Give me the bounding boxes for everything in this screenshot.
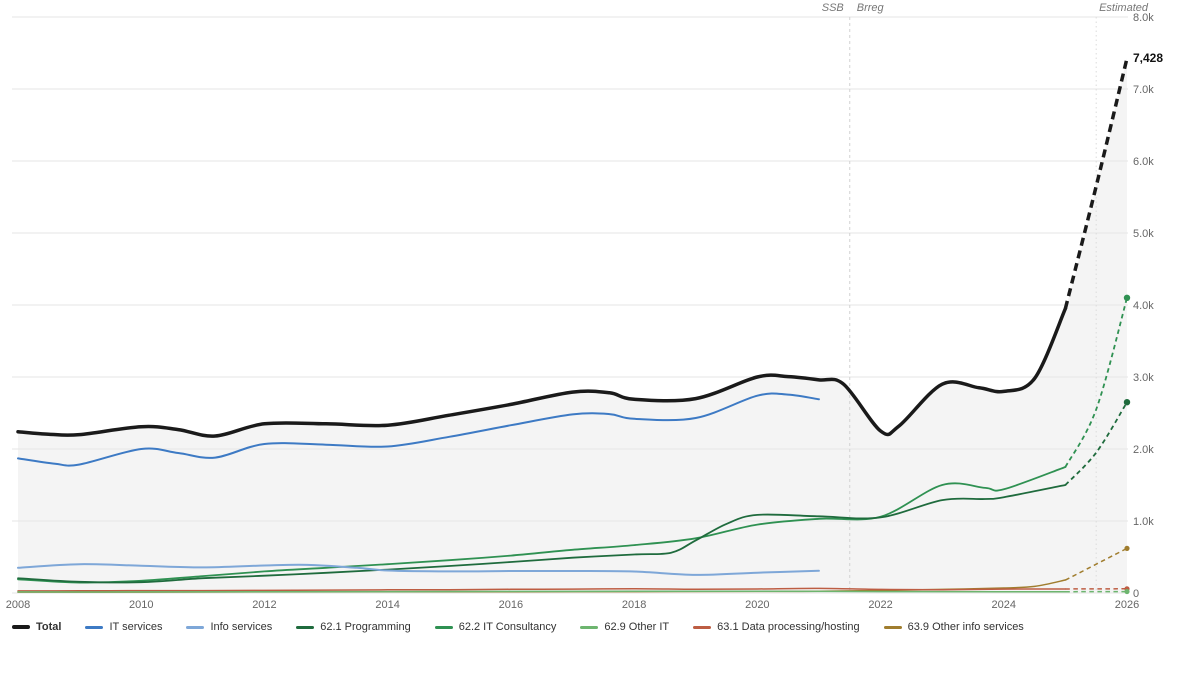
legend-swatch-63-1-data-processing-hosting — [693, 625, 712, 629]
legend-swatch-62-1-programming — [296, 625, 315, 629]
series-end-dot-62-2-it-consultancy — [1123, 294, 1131, 301]
y-tick-label: 3.0k — [1133, 372, 1154, 384]
x-tick-label: 2010 — [129, 599, 153, 611]
total-end-value-label: 7,428 — [1133, 51, 1164, 66]
line-chart-svg: 0 1.0k 2.0k 3.0k 4.0k 5.0k 6.0k 7.0k 8.0k 2008 201… — [6, 12, 1155, 611]
series-line-info-services — [17, 563, 820, 576]
series-line-62-9-other-it — [17, 590, 1067, 593]
source-label-ssb: SSB — [821, 2, 844, 14]
series-end-dot-62-1-programming — [1123, 399, 1131, 406]
y-tick-label: 7.0k — [1133, 84, 1154, 96]
legend-swatch-63-9-other-info-services — [883, 625, 902, 629]
y-tick-label: 6.0k — [1133, 156, 1154, 168]
x-tick-label: 2020 — [745, 599, 769, 611]
series-line-it-services — [17, 392, 820, 467]
legend-item-62-2-it-consultancy[interactable]: 62.2 IT Consultancy — [434, 621, 557, 633]
y-tick-label: 0 — [1133, 588, 1139, 600]
y-tick-label: 2.0k — [1133, 444, 1154, 456]
series-dashed-62-2-it-consultancy — [1064, 297, 1128, 468]
series-line-62-2-it-consultancy — [17, 466, 1067, 584]
legend-item-62-9-other-it[interactable]: 62.9 Other IT — [580, 621, 669, 633]
x-tick-label: 2022 — [868, 599, 892, 611]
legend-label-62-2-it-consultancy: 62.2 IT Consultancy — [458, 621, 557, 633]
legend-label-total: Total — [36, 621, 62, 633]
series-line-62-1-programming — [17, 484, 1067, 584]
legend-swatch-total — [12, 625, 30, 629]
source-label-brreg: Brreg — [856, 2, 884, 14]
series-line-63-1-data-processing-hosting — [17, 587, 1067, 592]
legend-item-63-9-other-info-services[interactable]: 63.9 Other info services — [883, 621, 1024, 633]
legend-item-it-services[interactable]: IT services — [85, 621, 162, 633]
legend-label-63-9-other-info-services: 63.9 Other info services — [907, 621, 1024, 633]
estimated-label: Estimated — [1099, 2, 1148, 14]
x-tick-label: 2018 — [622, 599, 646, 611]
legend: Total IT services Info services 62.1 Progra… — [12, 621, 1024, 633]
legend-swatch-it-services — [85, 625, 104, 629]
y-tick-label: 8.0k — [1133, 12, 1154, 24]
x-tick-label: 2026 — [1115, 599, 1139, 611]
legend-item-total[interactable]: Total — [12, 621, 61, 633]
x-tick-label: 2012 — [252, 599, 276, 611]
legend-item-62-1-programming[interactable]: 62.1 Programming — [296, 621, 411, 633]
legend-swatch-info-services — [186, 625, 205, 629]
x-tick-label: 2008 — [6, 599, 30, 611]
series-line-total — [16, 306, 1068, 438]
legend-label-63-1-data-processing-hosting: 63.1 Data processing/hosting — [717, 621, 860, 633]
y-tick-label: 4.0k — [1133, 300, 1154, 312]
legend-label-it-services: IT services — [109, 621, 163, 633]
legend-item-info-services[interactable]: Info services — [186, 621, 272, 633]
series-dashed-62-1-programming — [1064, 401, 1128, 486]
legend-item-63-1-data-processing-hosting[interactable]: 63.1 Data processing/hosting — [693, 621, 860, 633]
x-tick-label: 2014 — [375, 599, 399, 611]
legend-swatch-62-9-other-it — [580, 625, 599, 629]
legend-label-62-9-other-it: 62.9 Other IT — [604, 621, 670, 633]
legend-swatch-62-2-it-consultancy — [434, 625, 453, 629]
legend-label-62-1-programming: 62.1 Programming — [320, 621, 411, 633]
y-tick-label: 1.0k — [1133, 516, 1154, 528]
x-tick-label: 2016 — [499, 599, 523, 611]
series-dashed-63-9-other-info-services — [1065, 547, 1128, 581]
y-tick-label: 5.0k — [1133, 228, 1154, 240]
x-tick-label: 2024 — [992, 599, 1016, 611]
series-dashed-total — [1063, 57, 1129, 310]
series-end-dot-62-9-other-it — [1124, 588, 1130, 595]
series-end-dot-63-9-other-info-services — [1124, 545, 1130, 551]
total-area-fill — [18, 58, 1127, 593]
legend-label-info-services: Info services — [210, 621, 273, 633]
